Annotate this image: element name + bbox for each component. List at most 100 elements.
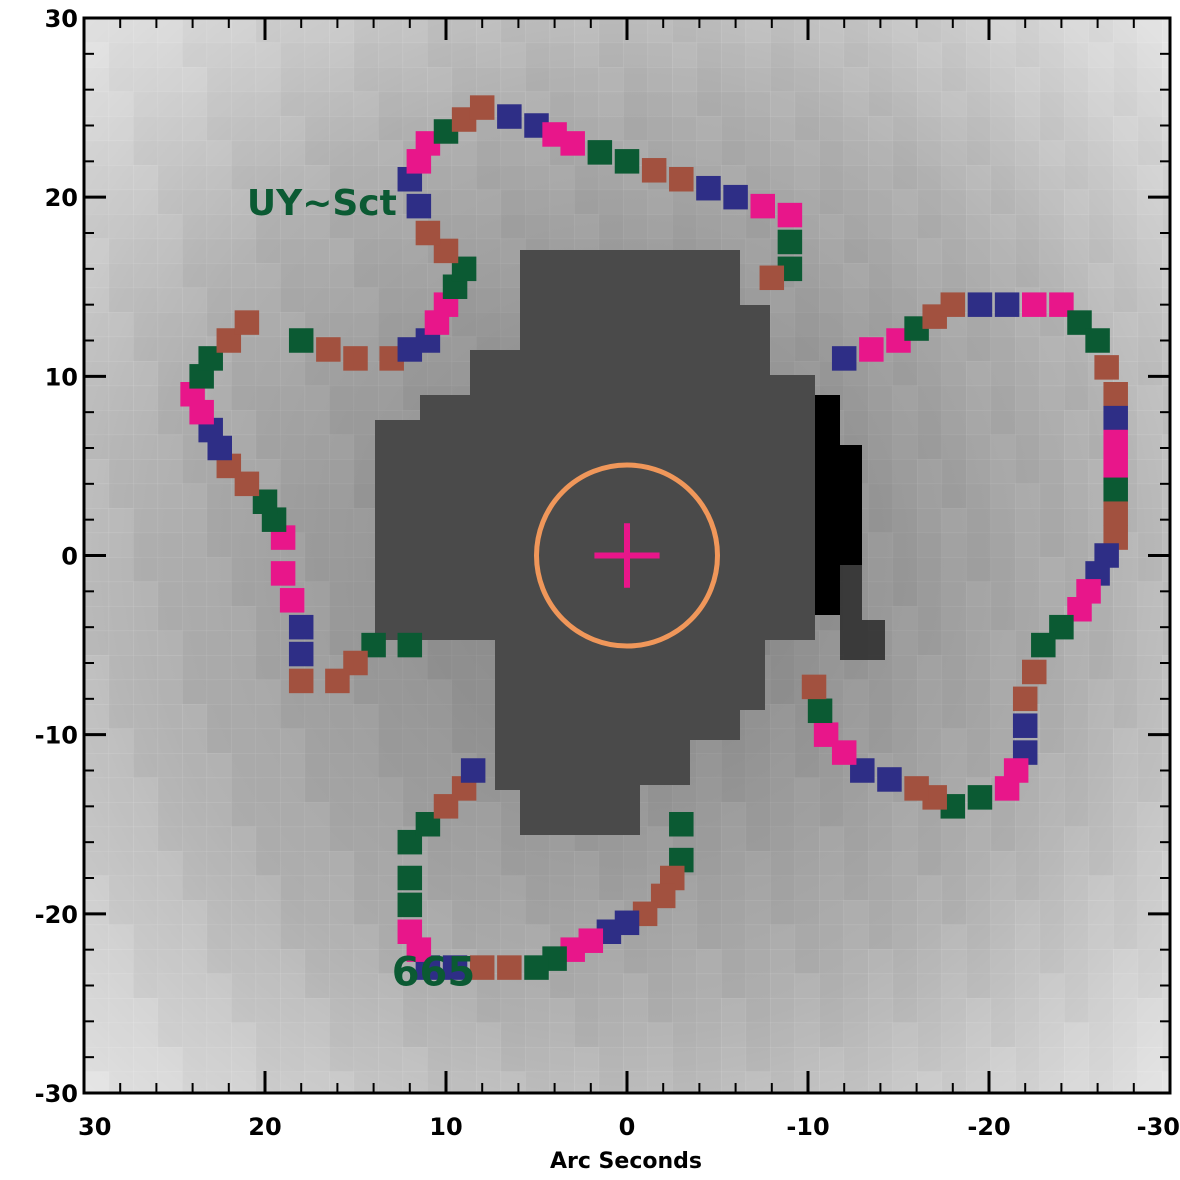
background-pixel bbox=[1088, 826, 1114, 852]
background-pixel bbox=[696, 753, 722, 779]
background-pixel bbox=[598, 1022, 624, 1048]
background-pixel bbox=[1039, 851, 1065, 877]
background-pixel bbox=[941, 165, 967, 191]
background-pixel bbox=[696, 826, 722, 852]
background-pixel bbox=[133, 949, 159, 975]
background-pixel bbox=[1015, 18, 1041, 44]
background-pixel bbox=[549, 42, 575, 68]
background-pixel bbox=[868, 483, 894, 509]
background-pixel bbox=[721, 1096, 746, 1121]
background-pixel bbox=[1113, 67, 1139, 93]
background-pixel bbox=[500, 924, 526, 950]
background-pixel bbox=[1088, 753, 1114, 779]
background-pixel bbox=[84, 165, 110, 191]
background-pixel bbox=[451, 67, 477, 93]
background-pixel bbox=[182, 116, 208, 142]
background-pixel bbox=[182, 704, 208, 730]
background-pixel bbox=[574, 91, 600, 117]
background-pixel bbox=[402, 91, 428, 117]
background-pixel bbox=[966, 875, 992, 901]
background-pixel bbox=[182, 655, 208, 681]
background-pixel bbox=[157, 67, 183, 93]
background-pixel bbox=[255, 67, 281, 93]
background-pixel bbox=[353, 704, 379, 730]
background-pixel bbox=[353, 459, 379, 485]
background-pixel bbox=[672, 189, 698, 215]
background-pixel bbox=[745, 238, 771, 264]
background-pixel bbox=[990, 606, 1016, 632]
background-pixel bbox=[329, 728, 355, 754]
background-pixel bbox=[500, 165, 526, 191]
background-pixel bbox=[892, 826, 918, 852]
background-pixel bbox=[255, 753, 281, 779]
background-pixel bbox=[1039, 483, 1065, 509]
background-pixel bbox=[1162, 336, 1170, 362]
background-pixel bbox=[1064, 655, 1090, 681]
background-pixel bbox=[157, 263, 183, 289]
background-pixel bbox=[721, 973, 747, 999]
background-pixel bbox=[255, 238, 281, 264]
background-pixel bbox=[255, 777, 281, 803]
background-pixel bbox=[819, 998, 845, 1024]
background-pixel bbox=[206, 18, 232, 44]
background-pixel bbox=[500, 140, 526, 166]
background-pixel bbox=[255, 189, 281, 215]
background-pixel bbox=[941, 18, 967, 44]
background-pixel bbox=[108, 459, 134, 485]
background-pixel bbox=[941, 336, 967, 362]
background-pixel bbox=[451, 189, 477, 215]
background-pixel bbox=[1039, 728, 1065, 754]
background-pixel bbox=[304, 91, 330, 117]
background-pixel bbox=[843, 312, 869, 338]
background-pixel bbox=[182, 900, 208, 926]
background-pixel bbox=[868, 42, 894, 68]
background-pixel bbox=[206, 287, 232, 313]
background-pixel bbox=[1162, 753, 1170, 779]
background-pixel bbox=[329, 900, 355, 926]
background-pixel bbox=[329, 459, 355, 485]
background-pixel bbox=[598, 189, 624, 215]
background-pixel bbox=[157, 91, 183, 117]
background-pixel bbox=[892, 483, 918, 509]
background-pixel bbox=[157, 655, 183, 681]
background-pixel bbox=[1137, 238, 1163, 264]
background-pixel bbox=[892, 42, 918, 68]
background-pixel bbox=[1015, 581, 1041, 607]
contour-pixel bbox=[1085, 328, 1110, 353]
background-pixel bbox=[1162, 557, 1170, 583]
background-pixel bbox=[255, 116, 281, 142]
background-pixel bbox=[329, 385, 355, 411]
background-pixel bbox=[255, 18, 281, 44]
background-pixel bbox=[672, 949, 698, 975]
background-pixel bbox=[329, 42, 355, 68]
center-marker bbox=[594, 523, 660, 588]
background-pixel bbox=[182, 165, 208, 191]
background-pixel bbox=[1162, 140, 1170, 166]
background-pixel bbox=[84, 581, 110, 607]
background-pixel bbox=[549, 875, 575, 901]
contour-pixel bbox=[288, 328, 314, 353]
background-pixel bbox=[108, 949, 134, 975]
background-pixel bbox=[84, 851, 110, 877]
background-pixel bbox=[182, 826, 208, 852]
background-pixel bbox=[892, 91, 918, 117]
background-pixel bbox=[304, 777, 330, 803]
background-pixel bbox=[770, 679, 796, 705]
background-pixel bbox=[721, 116, 747, 142]
background-pixel bbox=[133, 924, 159, 950]
background-pixel bbox=[647, 1047, 673, 1073]
background-pixel bbox=[1088, 851, 1114, 877]
background-pixel bbox=[304, 508, 330, 534]
background-pixel bbox=[206, 91, 232, 117]
contour-pixel bbox=[614, 149, 640, 174]
background-pixel bbox=[182, 581, 208, 607]
background-pixel bbox=[304, 728, 330, 754]
background-pixel bbox=[255, 1022, 281, 1048]
background-pixel bbox=[1064, 532, 1090, 558]
background-pixel bbox=[696, 875, 722, 901]
background-pixel bbox=[108, 91, 134, 117]
background-pixel bbox=[1064, 42, 1090, 68]
background-pixel bbox=[182, 459, 208, 485]
background-pixel bbox=[133, 67, 159, 93]
contour-pixel bbox=[279, 588, 305, 613]
